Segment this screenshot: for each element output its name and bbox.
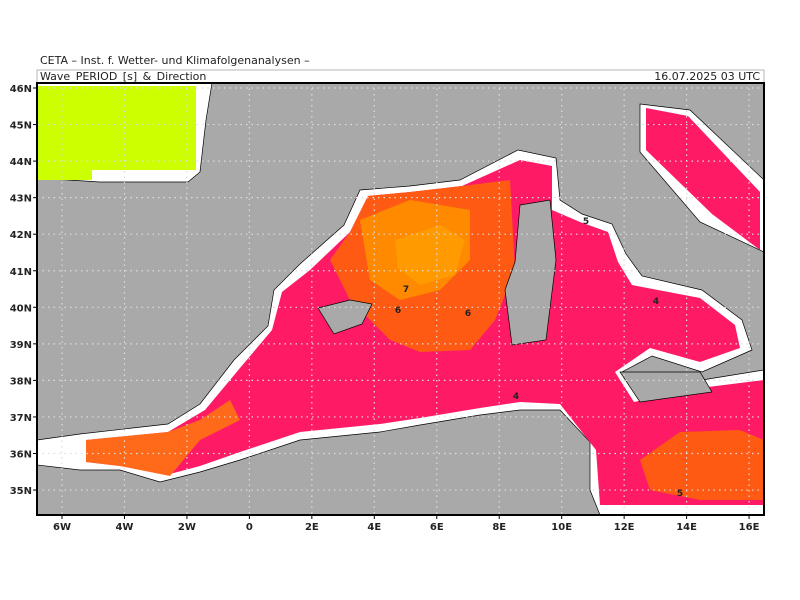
contour-label: 5: [677, 489, 683, 499]
map-frame: [36, 82, 765, 516]
lat-label: 39N: [10, 340, 32, 351]
island: [317, 299, 373, 335]
lat-label: 46N: [10, 84, 32, 95]
contour-label: 4: [653, 297, 659, 307]
institute: CETA – Inst. f. Wetter- und Klimafolgena…: [40, 54, 310, 67]
contour-label: 6: [395, 306, 401, 316]
map: 7 6 6 4 4 5 5: [36, 82, 765, 516]
lon-label: 16E: [739, 522, 760, 533]
valid-time: 16.07.2025 03 UTC: [654, 70, 760, 83]
lat-label: 44N: [10, 157, 32, 168]
product-title: Wave_PERIOD_[s]_&_Direction: [40, 70, 206, 83]
lat-label: 42N: [10, 230, 32, 241]
contour-label: 6: [465, 309, 471, 319]
lon-label: 8E: [492, 522, 506, 533]
contour-label: 5: [583, 217, 589, 227]
lon-label: 4E: [367, 522, 381, 533]
lat-label: 43N: [10, 194, 32, 205]
lon-label: 14E: [676, 522, 697, 533]
contour-label: 4: [513, 392, 519, 402]
lat-label: 38N: [10, 376, 32, 387]
graticule: [37, 83, 764, 515]
lon-label: 2W: [178, 522, 196, 533]
lat-label: 41N: [10, 267, 32, 278]
contour-label: 7: [403, 285, 409, 295]
lat-label: 40N: [10, 303, 32, 314]
island: [619, 371, 713, 403]
lon-label: 10E: [551, 522, 572, 533]
lon-label: 6E: [430, 522, 444, 533]
period-field: [640, 430, 764, 500]
lat-label: 35N: [10, 486, 32, 497]
period-field: [646, 108, 760, 250]
lon-label: 2E: [305, 522, 319, 533]
period-field: [37, 86, 196, 180]
island: [504, 199, 557, 346]
lat-label: 45N: [10, 121, 32, 132]
lon-label: 4W: [115, 522, 133, 533]
lon-label: 12E: [614, 522, 635, 533]
period-field: [395, 225, 465, 285]
lat-label: 36N: [10, 450, 32, 461]
lat-label: 37N: [10, 413, 32, 424]
lon-label: 0: [246, 522, 253, 533]
lon-label: 6W: [53, 522, 71, 533]
